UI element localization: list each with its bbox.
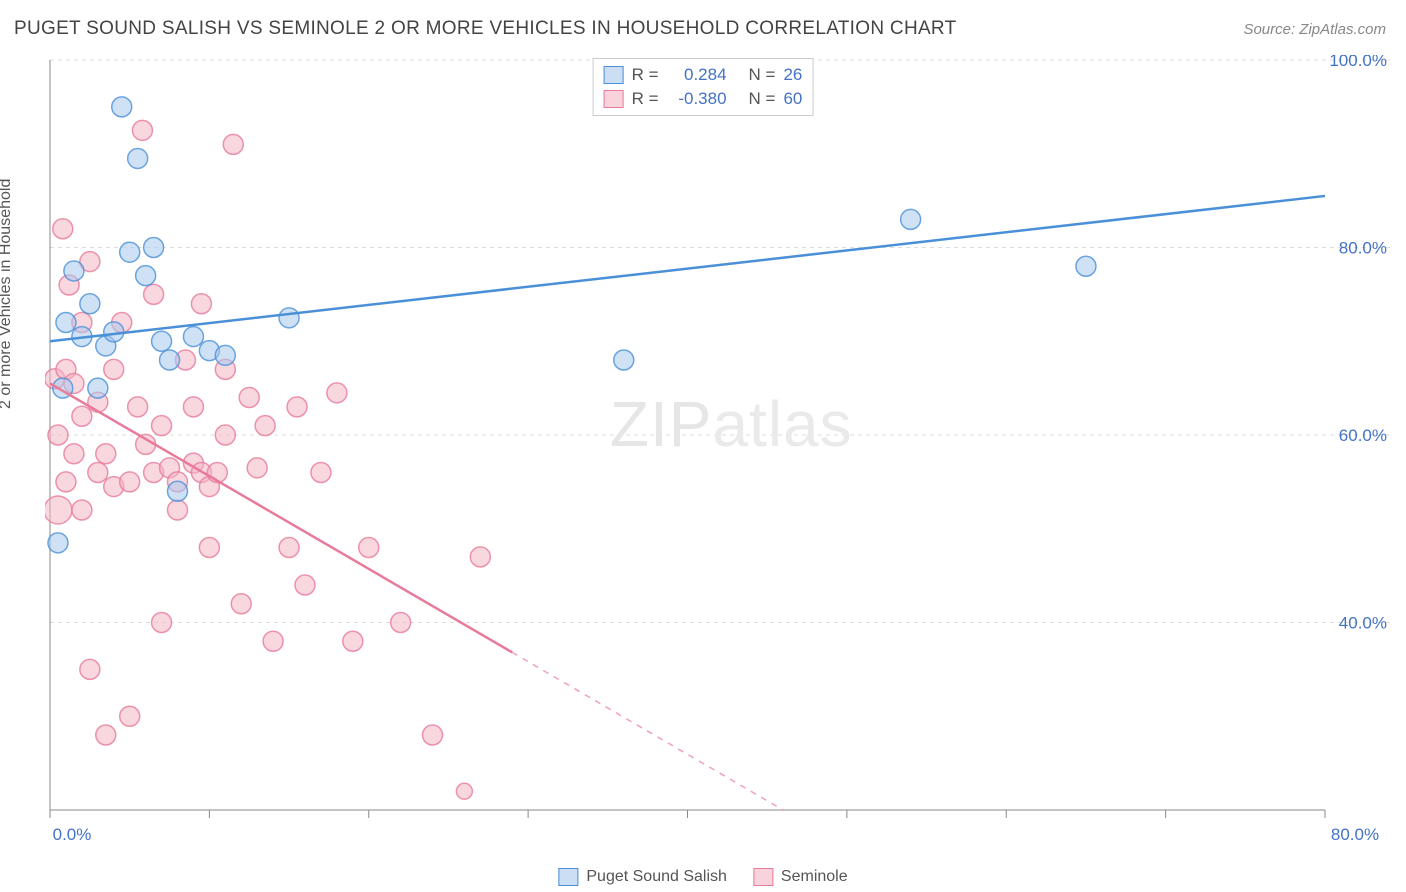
svg-text:0.0%: 0.0% <box>53 825 92 844</box>
legend-item: Seminole <box>753 868 848 886</box>
legend-item: Puget Sound Salish <box>558 868 727 886</box>
legend-swatch <box>558 868 578 886</box>
n-label: N = <box>749 65 776 85</box>
legend-label: Seminole <box>781 868 848 886</box>
legend-swatch <box>604 66 624 84</box>
svg-text:80.0%: 80.0% <box>1339 239 1387 258</box>
scatter-plot: 0.0% 80.0% 40.0% 60.0% 80.0% 100.0% <box>45 55 1390 845</box>
n-value: 60 <box>783 89 802 109</box>
svg-text:80.0%: 80.0% <box>1331 825 1379 844</box>
svg-text:40.0%: 40.0% <box>1339 614 1387 633</box>
svg-text:60.0%: 60.0% <box>1339 426 1387 445</box>
legend-row: R = 0.284 N = 26 <box>604 63 803 87</box>
n-value: 26 <box>783 65 802 85</box>
r-label: R = <box>632 65 659 85</box>
legend-row: R = -0.380 N = 60 <box>604 87 803 111</box>
legend-label: Puget Sound Salish <box>586 868 727 886</box>
legend-swatch <box>604 90 624 108</box>
chart-header: PUGET SOUND SALISH VS SEMINOLE 2 OR MORE… <box>14 18 1386 40</box>
chart-area: 0.0%80.0%40.0%60.0%80.0%100.0% ZIPatlas <box>45 55 1390 845</box>
r-label: R = <box>632 89 659 109</box>
y-axis-label: 2 or more Vehicles in Household <box>0 179 15 409</box>
r-value: -0.380 <box>667 89 727 109</box>
svg-text:100.0%: 100.0% <box>1329 55 1387 70</box>
correlation-legend: R = 0.284 N = 26 R = -0.380 N = 60 <box>593 58 814 116</box>
series-legend: Puget Sound Salish Seminole <box>558 868 847 886</box>
r-value: 0.284 <box>667 65 727 85</box>
legend-swatch <box>753 868 773 886</box>
n-label: N = <box>749 89 776 109</box>
chart-title: PUGET SOUND SALISH VS SEMINOLE 2 OR MORE… <box>14 18 957 40</box>
source-label: Source: ZipAtlas.com <box>1243 21 1386 38</box>
